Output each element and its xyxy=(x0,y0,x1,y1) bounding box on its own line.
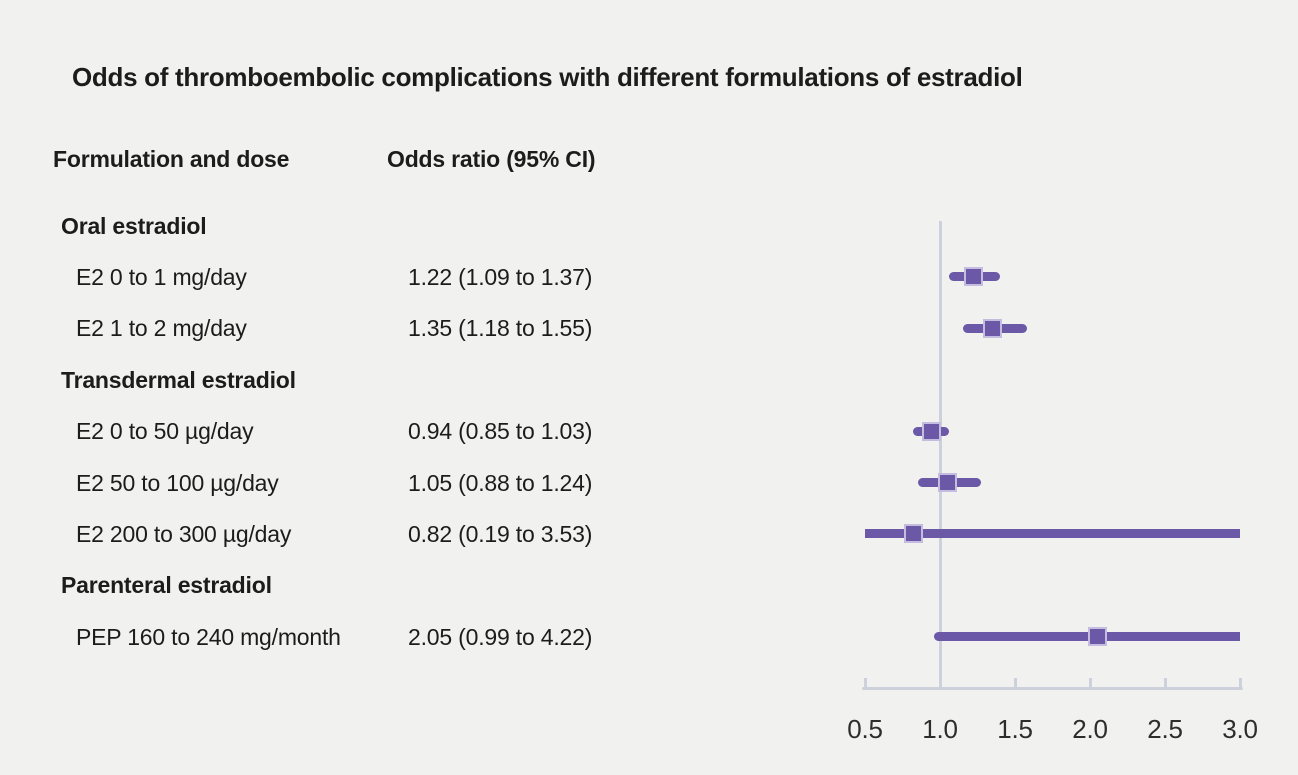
axis-tick-label: 1.5 xyxy=(997,714,1033,744)
row-value: 2.05 (0.99 to 4.22) xyxy=(408,623,593,650)
odds-ratio-marker xyxy=(921,421,941,441)
odds-ratio-marker xyxy=(938,473,957,492)
axis-tick-label: 2.0 xyxy=(1072,714,1108,744)
row-label: E2 50 to 100 µg/day xyxy=(76,469,279,496)
row-value: 0.82 (0.19 to 3.53) xyxy=(408,520,593,547)
row-label: E2 0 to 50 µg/day xyxy=(76,418,254,445)
axis-tick xyxy=(863,677,867,689)
column-header-odds-ratio: Odds ratio (95% CI) xyxy=(387,146,596,172)
axis-tick xyxy=(1013,677,1017,689)
odds-ratio-marker xyxy=(1088,627,1107,647)
row-label: E2 1 to 2 mg/day xyxy=(76,315,247,342)
row-value: 1.22 (1.09 to 1.37) xyxy=(408,263,593,290)
row-label: PEP 160 to 240 mg/month xyxy=(76,623,341,650)
axis-tick xyxy=(1163,677,1167,689)
row-value: 1.05 (0.88 to 1.24) xyxy=(408,469,593,496)
axis-tick xyxy=(1088,677,1092,689)
axis-tick-label: 2.5 xyxy=(1147,714,1183,744)
group-label: Parenteral estradiol xyxy=(61,572,272,599)
row-value: 1.35 (1.18 to 1.55) xyxy=(408,315,593,342)
x-axis-line xyxy=(862,687,1243,690)
axis-tick xyxy=(1238,677,1242,689)
group-label: Oral estradiol xyxy=(61,212,207,239)
row-label: E2 200 to 300 µg/day xyxy=(76,520,292,547)
row-value: 0.94 (0.85 to 1.03) xyxy=(408,418,593,445)
group-label: Transdermal estradiol xyxy=(61,366,296,393)
confidence-interval-line xyxy=(865,529,1240,539)
reference-line xyxy=(938,221,942,688)
confidence-interval-line xyxy=(934,632,1240,642)
odds-ratio-marker xyxy=(903,524,923,544)
odds-ratio-marker xyxy=(963,267,983,287)
odds-ratio-marker xyxy=(983,318,1002,338)
row-label: E2 0 to 1 mg/day xyxy=(76,263,247,290)
axis-tick xyxy=(938,677,942,689)
axis-tick-label: 1.0 xyxy=(922,714,958,744)
page-title: Odds of thromboembolic complications wit… xyxy=(72,62,1023,92)
axis-tick-label: 0.5 xyxy=(847,714,883,744)
column-header-formulation: Formulation and dose xyxy=(53,146,290,172)
axis-tick-label: 3.0 xyxy=(1222,714,1258,744)
